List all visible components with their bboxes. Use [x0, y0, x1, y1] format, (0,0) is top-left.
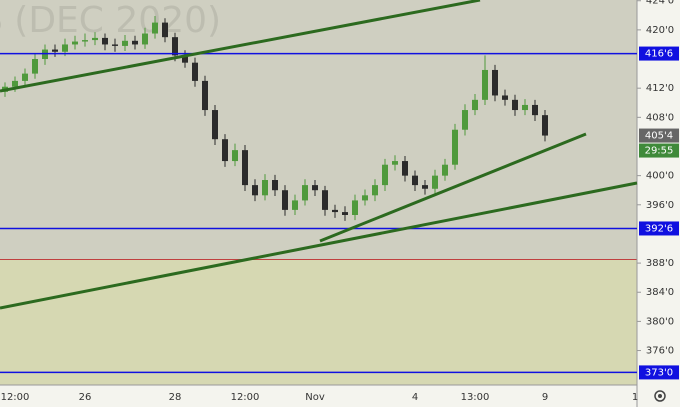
- candle-body: [372, 185, 378, 196]
- settings-icon[interactable]: [654, 390, 666, 402]
- candle-body: [212, 110, 218, 140]
- candle-body: [272, 180, 278, 191]
- countdown: 29:55: [645, 146, 674, 157]
- candle-body: [432, 175, 438, 189]
- candle-body: [492, 69, 498, 96]
- candle-body: [382, 164, 388, 186]
- candle-body: [292, 200, 298, 210]
- candle-body: [522, 104, 528, 111]
- trendline: [0, 0, 481, 93]
- candle-body: [482, 69, 488, 100]
- y-tick-label: 420'0: [646, 25, 674, 36]
- candle-body: [102, 37, 108, 45]
- candle-body: [282, 190, 288, 210]
- trendline: [319, 132, 587, 243]
- countdown-box: [639, 143, 679, 158]
- candle-body: [512, 99, 518, 111]
- level-label-box: [639, 46, 679, 61]
- candle-body: [242, 150, 248, 186]
- candle-body: [112, 44, 118, 46]
- candle-body: [442, 164, 448, 176]
- x-tick-label: 1: [632, 392, 638, 403]
- candle-body: [542, 115, 548, 136]
- x-tick-label: Nov: [305, 392, 325, 403]
- candle-body: [232, 150, 238, 162]
- candle-body: [472, 99, 478, 111]
- candle-body: [22, 73, 28, 81]
- y-tick-label: 412'0: [646, 83, 674, 94]
- level-label: 416'6: [645, 49, 673, 60]
- x-tick-label: 28: [169, 392, 182, 403]
- candle-body: [362, 195, 368, 201]
- level-label-box: [639, 365, 679, 380]
- candle-body: [352, 200, 358, 215]
- candle-body: [502, 95, 508, 100]
- candle-body: [82, 40, 88, 42]
- marks-layer: [0, 16, 637, 374]
- level-label: 392'6: [645, 223, 673, 234]
- candle-body: [172, 37, 178, 56]
- candle-body: [342, 212, 348, 215]
- candle-body: [532, 104, 538, 116]
- x-tick-label: 26: [79, 392, 92, 403]
- y-tick-label: 408'0: [646, 112, 674, 123]
- y-tick-label: 376'0: [646, 346, 674, 357]
- candle-body: [262, 180, 268, 196]
- candle-body: [202, 80, 208, 111]
- candle-body: [132, 40, 138, 45]
- x-tick-label: 9: [542, 392, 548, 403]
- x-tick-label: 13:00: [461, 392, 490, 403]
- candle-body: [52, 49, 58, 52]
- candle-body: [252, 185, 258, 196]
- y-tick-label: 424'0: [646, 0, 674, 7]
- level-label-box: [639, 221, 679, 236]
- candle-body: [402, 161, 408, 176]
- candle-body: [152, 22, 158, 34]
- x-tick-label: 4: [412, 392, 418, 403]
- candle-body: [452, 129, 458, 165]
- x-tick-label: 12:00: [1, 392, 30, 403]
- candle-body: [222, 139, 228, 162]
- y-tick-label: 380'0: [646, 316, 674, 327]
- trendline: [0, 181, 638, 310]
- candle-body: [332, 209, 338, 213]
- candle-body: [392, 161, 398, 165]
- zone-layer: [0, 258, 637, 385]
- y-tick-label: 396'0: [646, 200, 674, 211]
- candle-body: [182, 55, 188, 63]
- x-tick-label: 12:00: [231, 392, 260, 403]
- trendlines: [0, 0, 638, 310]
- time-axis: [0, 385, 637, 407]
- y-tick-label: 388'0: [646, 258, 674, 269]
- y-tick-label: 384'0: [646, 287, 674, 298]
- last-price-box: [639, 128, 679, 143]
- candle-body: [462, 110, 468, 130]
- candle-body: [142, 33, 148, 45]
- candle-body: [32, 59, 38, 74]
- candle-body: [312, 185, 318, 191]
- candle-body: [92, 37, 98, 41]
- candle-body: [12, 80, 18, 87]
- watermark: S (DEC 2020): [0, 0, 221, 41]
- level-label: 373'0: [645, 367, 673, 378]
- candle-body: [422, 185, 428, 189]
- candle-body: [162, 22, 168, 38]
- price-axis: [637, 0, 680, 407]
- y-tick-label: 400'0: [646, 171, 674, 182]
- candle-body: [62, 44, 68, 52]
- candle-body: [322, 190, 328, 210]
- candle-body: [122, 40, 128, 46]
- candle-body: [302, 185, 308, 201]
- candle-body: [412, 175, 418, 186]
- last-price-label: 405'4: [645, 131, 673, 142]
- candle-body: [72, 41, 78, 45]
- candle-body: [192, 62, 198, 81]
- support-zone: [0, 259, 637, 385]
